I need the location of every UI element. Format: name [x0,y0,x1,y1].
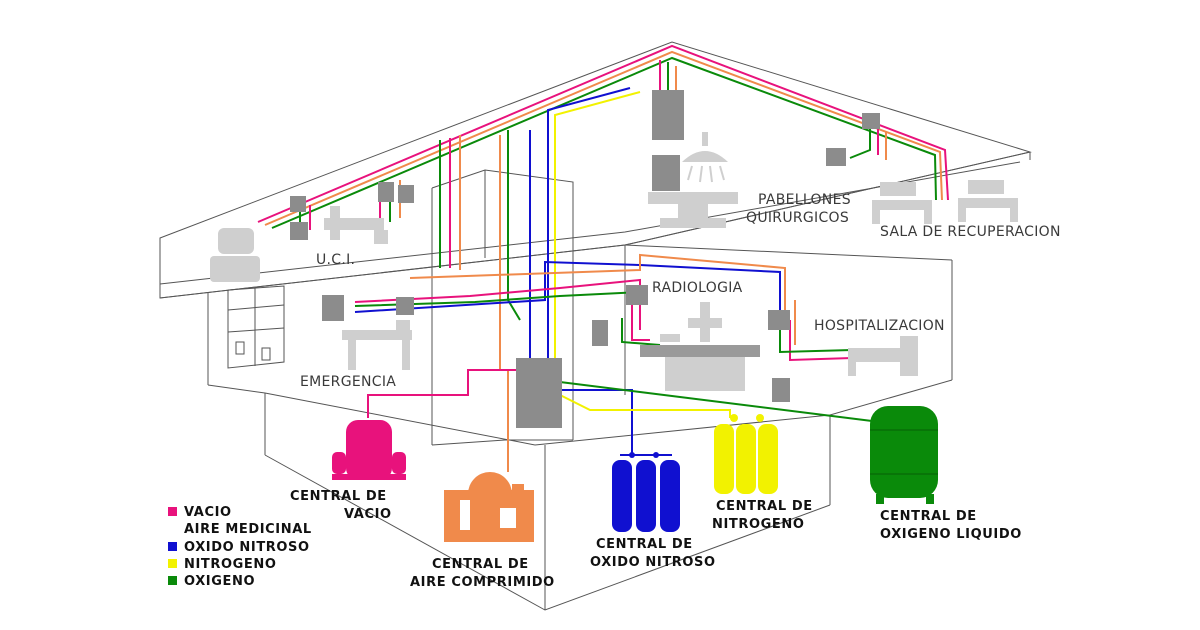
outlet-box [290,196,306,212]
central-vacio-equipment [332,420,406,480]
legend: VACIO AIRE MEDICINAL OXIDO NITROSO NITRO… [168,505,312,589]
bed-icon [324,206,388,244]
surgical-lamp-icon [682,132,728,183]
room-label-uci: U.C.I. [316,252,355,268]
pipe-oxigeno-central [559,381,881,423]
central-label-oxido-2: OXIDO NITROSO [590,555,716,570]
legend-label-oxigeno: OXIGENO [184,574,255,589]
roof-slab [159,41,1032,299]
room-label-sala-recuperacion: SALA DE RECUPERACION [880,224,1061,240]
central-nitrogeno-equipment [714,414,778,494]
pipe-oxigeno-roof [271,56,937,229]
outlet-box [398,185,414,203]
stretcher-icon [342,320,412,370]
outlet-box [626,285,648,305]
room-label-pabellones: PABELLONES [758,192,851,208]
main-manifold [516,358,562,428]
outlet-box [826,148,846,166]
pipe-vacio-roof [257,44,949,223]
central-label-aire-1: CENTRAL DE [432,557,529,572]
outlet-box [862,113,880,129]
legend-label-oxido: OXIDO NITROSO [184,540,310,555]
recovery-bed-icon [872,182,932,224]
outlet-box [378,182,394,202]
xray-machine-icon [640,302,760,391]
central-oxigeno-equipment [870,406,938,504]
pipe-vacio-central [367,369,520,418]
central-label-nitrogeno-2: NITROGENO [712,517,805,532]
central-label-oxigeno-2: OXIGENO LIQUIDO [880,527,1022,542]
central-label-aire-2: AIRE COMPRIMIDO [410,575,555,590]
central-label-oxido-1: CENTRAL DE [596,537,693,552]
legend-label-nitrogeno: NITROGENO [184,557,277,572]
outlet-box [652,155,680,191]
legend-label-aire: AIRE MEDICINAL [184,522,312,537]
outlet-box [768,310,790,330]
room-label-hospitalizacion: HOSPITALIZACION [814,318,945,334]
room-label-quirurgicos: QUIRURGICOS [746,210,849,226]
legend-swatch-vacio [168,507,177,516]
hospital-bed-icon [848,336,918,376]
central-oxido-equipment [612,452,680,532]
central-label-vacio-2: VACIO [344,507,392,522]
outlet-box [652,90,684,140]
room-label-emergencia: EMERGENCIA [300,374,396,390]
operating-table-icon [648,192,738,228]
central-label-vacio-1: CENTRAL DE [290,489,387,504]
outlet-box [772,378,790,402]
pipe-aire-roof [264,50,943,226]
central-aire-equipment [444,472,534,542]
legend-swatch-oxigeno [168,576,177,585]
room-label-radiologia: RADIOLOGIA [652,280,743,296]
pipe-nitrogeno-trunk [554,91,641,360]
doors [235,341,271,361]
gas-outlets [290,90,880,428]
outlet-box [290,222,308,240]
central-label-oxigeno-1: CENTRAL DE [880,509,977,524]
outlet-box [396,297,414,315]
pipe-nitrogeno-central [559,394,731,418]
ventilator-icon [210,228,260,282]
recovery-bed-icon [958,180,1018,222]
legend-label-vacio: VACIO [184,505,232,520]
legend-swatch-nitrogeno [168,559,177,568]
outlet-box [322,295,344,321]
central-label-nitrogeno-1: CENTRAL DE [716,499,813,514]
room-equipment [210,132,1018,391]
legend-swatch-oxido [168,542,177,551]
outlet-box [592,320,608,346]
